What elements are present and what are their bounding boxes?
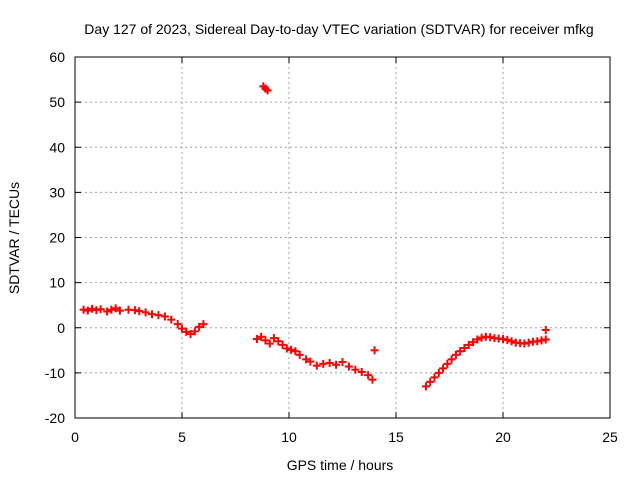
data-point (261, 336, 270, 345)
data-point (443, 359, 452, 368)
data-point (507, 337, 516, 346)
data-point (252, 335, 261, 344)
data-point (111, 304, 120, 313)
data-point (107, 305, 116, 314)
data-point (302, 355, 311, 364)
data-point (173, 320, 182, 329)
data-point (344, 362, 353, 371)
data-point (160, 312, 169, 321)
data-point (439, 364, 448, 373)
data-point (426, 377, 435, 386)
data-points (79, 82, 550, 391)
data-point (541, 335, 550, 344)
data-point (312, 361, 321, 370)
chart-title: Day 127 of 2023, Sidereal Day-to-day VTE… (84, 21, 593, 37)
data-point (274, 337, 283, 346)
data-point (257, 332, 266, 341)
data-point (338, 358, 347, 367)
data-point (186, 330, 195, 339)
data-point (473, 335, 482, 344)
y-tick-label: 20 (49, 230, 65, 246)
y-tick-label: 60 (49, 49, 65, 65)
data-point (103, 307, 112, 316)
y-tick-label: 30 (49, 184, 65, 200)
data-point (278, 340, 287, 349)
y-axis-label: SDTVAR / TECUs (6, 182, 22, 294)
y-tick-label: 50 (49, 94, 65, 110)
data-point (456, 347, 465, 356)
data-point (430, 373, 439, 382)
data-point (368, 375, 377, 384)
data-point (88, 304, 97, 313)
data-point (154, 311, 163, 320)
data-point (469, 338, 478, 347)
data-point (96, 305, 105, 314)
data-point (464, 340, 473, 349)
data-point (351, 365, 360, 374)
data-point (460, 344, 469, 353)
data-point (141, 308, 150, 317)
x-tick-label: 25 (602, 429, 618, 445)
data-point (434, 368, 443, 377)
data-point (291, 347, 300, 356)
data-point (287, 345, 296, 354)
x-tick-label: 5 (178, 429, 186, 445)
x-tick-label: 0 (71, 429, 79, 445)
y-tick-label: 40 (49, 139, 65, 155)
data-point (325, 358, 334, 367)
data-point (295, 350, 304, 359)
data-point (421, 382, 430, 391)
data-point (270, 334, 279, 343)
data-point (541, 326, 550, 335)
data-point (451, 350, 460, 359)
data-point (370, 346, 379, 355)
x-axis-label: GPS time / hours (287, 457, 394, 473)
x-tick-label: 15 (388, 429, 404, 445)
data-point (190, 327, 199, 336)
x-axis: 0 5 10 15 20 25 (71, 57, 618, 445)
x-tick-label: 20 (495, 429, 511, 445)
data-point (263, 86, 272, 95)
data-point (503, 335, 512, 344)
data-point (178, 324, 186, 333)
data-point (364, 371, 373, 380)
data-point (199, 320, 208, 329)
data-point (115, 306, 124, 315)
y-axis: -20 -10 0 10 20 30 40 50 60 (45, 49, 610, 426)
data-point (182, 327, 191, 336)
data-point (83, 306, 92, 315)
grid-lines (75, 57, 610, 418)
data-point (135, 307, 144, 316)
data-point (447, 355, 456, 364)
y-tick-label: 0 (57, 320, 65, 336)
data-point (357, 367, 366, 376)
data-point (332, 360, 341, 369)
data-point (306, 357, 315, 366)
y-tick-label: -20 (45, 410, 65, 426)
data-point (265, 339, 274, 348)
y-tick-label: -10 (45, 365, 65, 381)
data-point (195, 322, 204, 331)
data-point (167, 315, 176, 324)
y-tick-label: 10 (49, 275, 65, 291)
x-tick-label: 10 (281, 429, 297, 445)
data-point (282, 344, 291, 353)
